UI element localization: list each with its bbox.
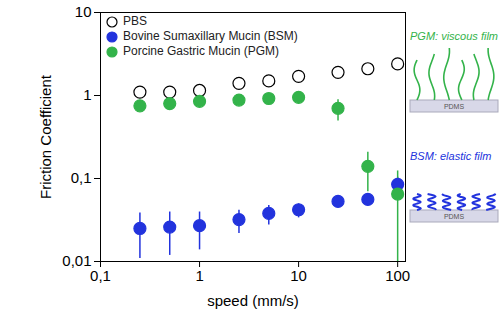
svg-text:Friction Coefficient: Friction Coefficient xyxy=(37,74,54,199)
svg-text:10: 10 xyxy=(75,3,92,20)
svg-text:1: 1 xyxy=(83,86,91,103)
html-text:Porcine Gastric Mucin (PGM): Porcine Gastric Mucin (PGM) xyxy=(123,44,279,58)
svg-text:0,01: 0,01 xyxy=(62,252,91,269)
svg-text:PGM: viscous film: PGM: viscous film xyxy=(410,30,498,42)
svg-text:100: 100 xyxy=(385,267,410,284)
svg-text:BSM: elastic film: BSM: elastic film xyxy=(410,150,491,162)
svg-text:PDMS: PDMS xyxy=(444,103,465,110)
svg-text:0,1: 0,1 xyxy=(71,169,92,186)
svg-text:0,1: 0,1 xyxy=(90,267,111,284)
svg-text:1: 1 xyxy=(195,267,203,284)
html-text:PBS: PBS xyxy=(123,14,147,28)
svg-text:10: 10 xyxy=(290,267,307,284)
svg-text:speed (mm/s): speed (mm/s) xyxy=(207,292,299,309)
svg-text:PDMS: PDMS xyxy=(444,213,465,220)
html-text:Bovine Sumaxillary Mucin (BSM): Bovine Sumaxillary Mucin (BSM) xyxy=(123,29,298,43)
